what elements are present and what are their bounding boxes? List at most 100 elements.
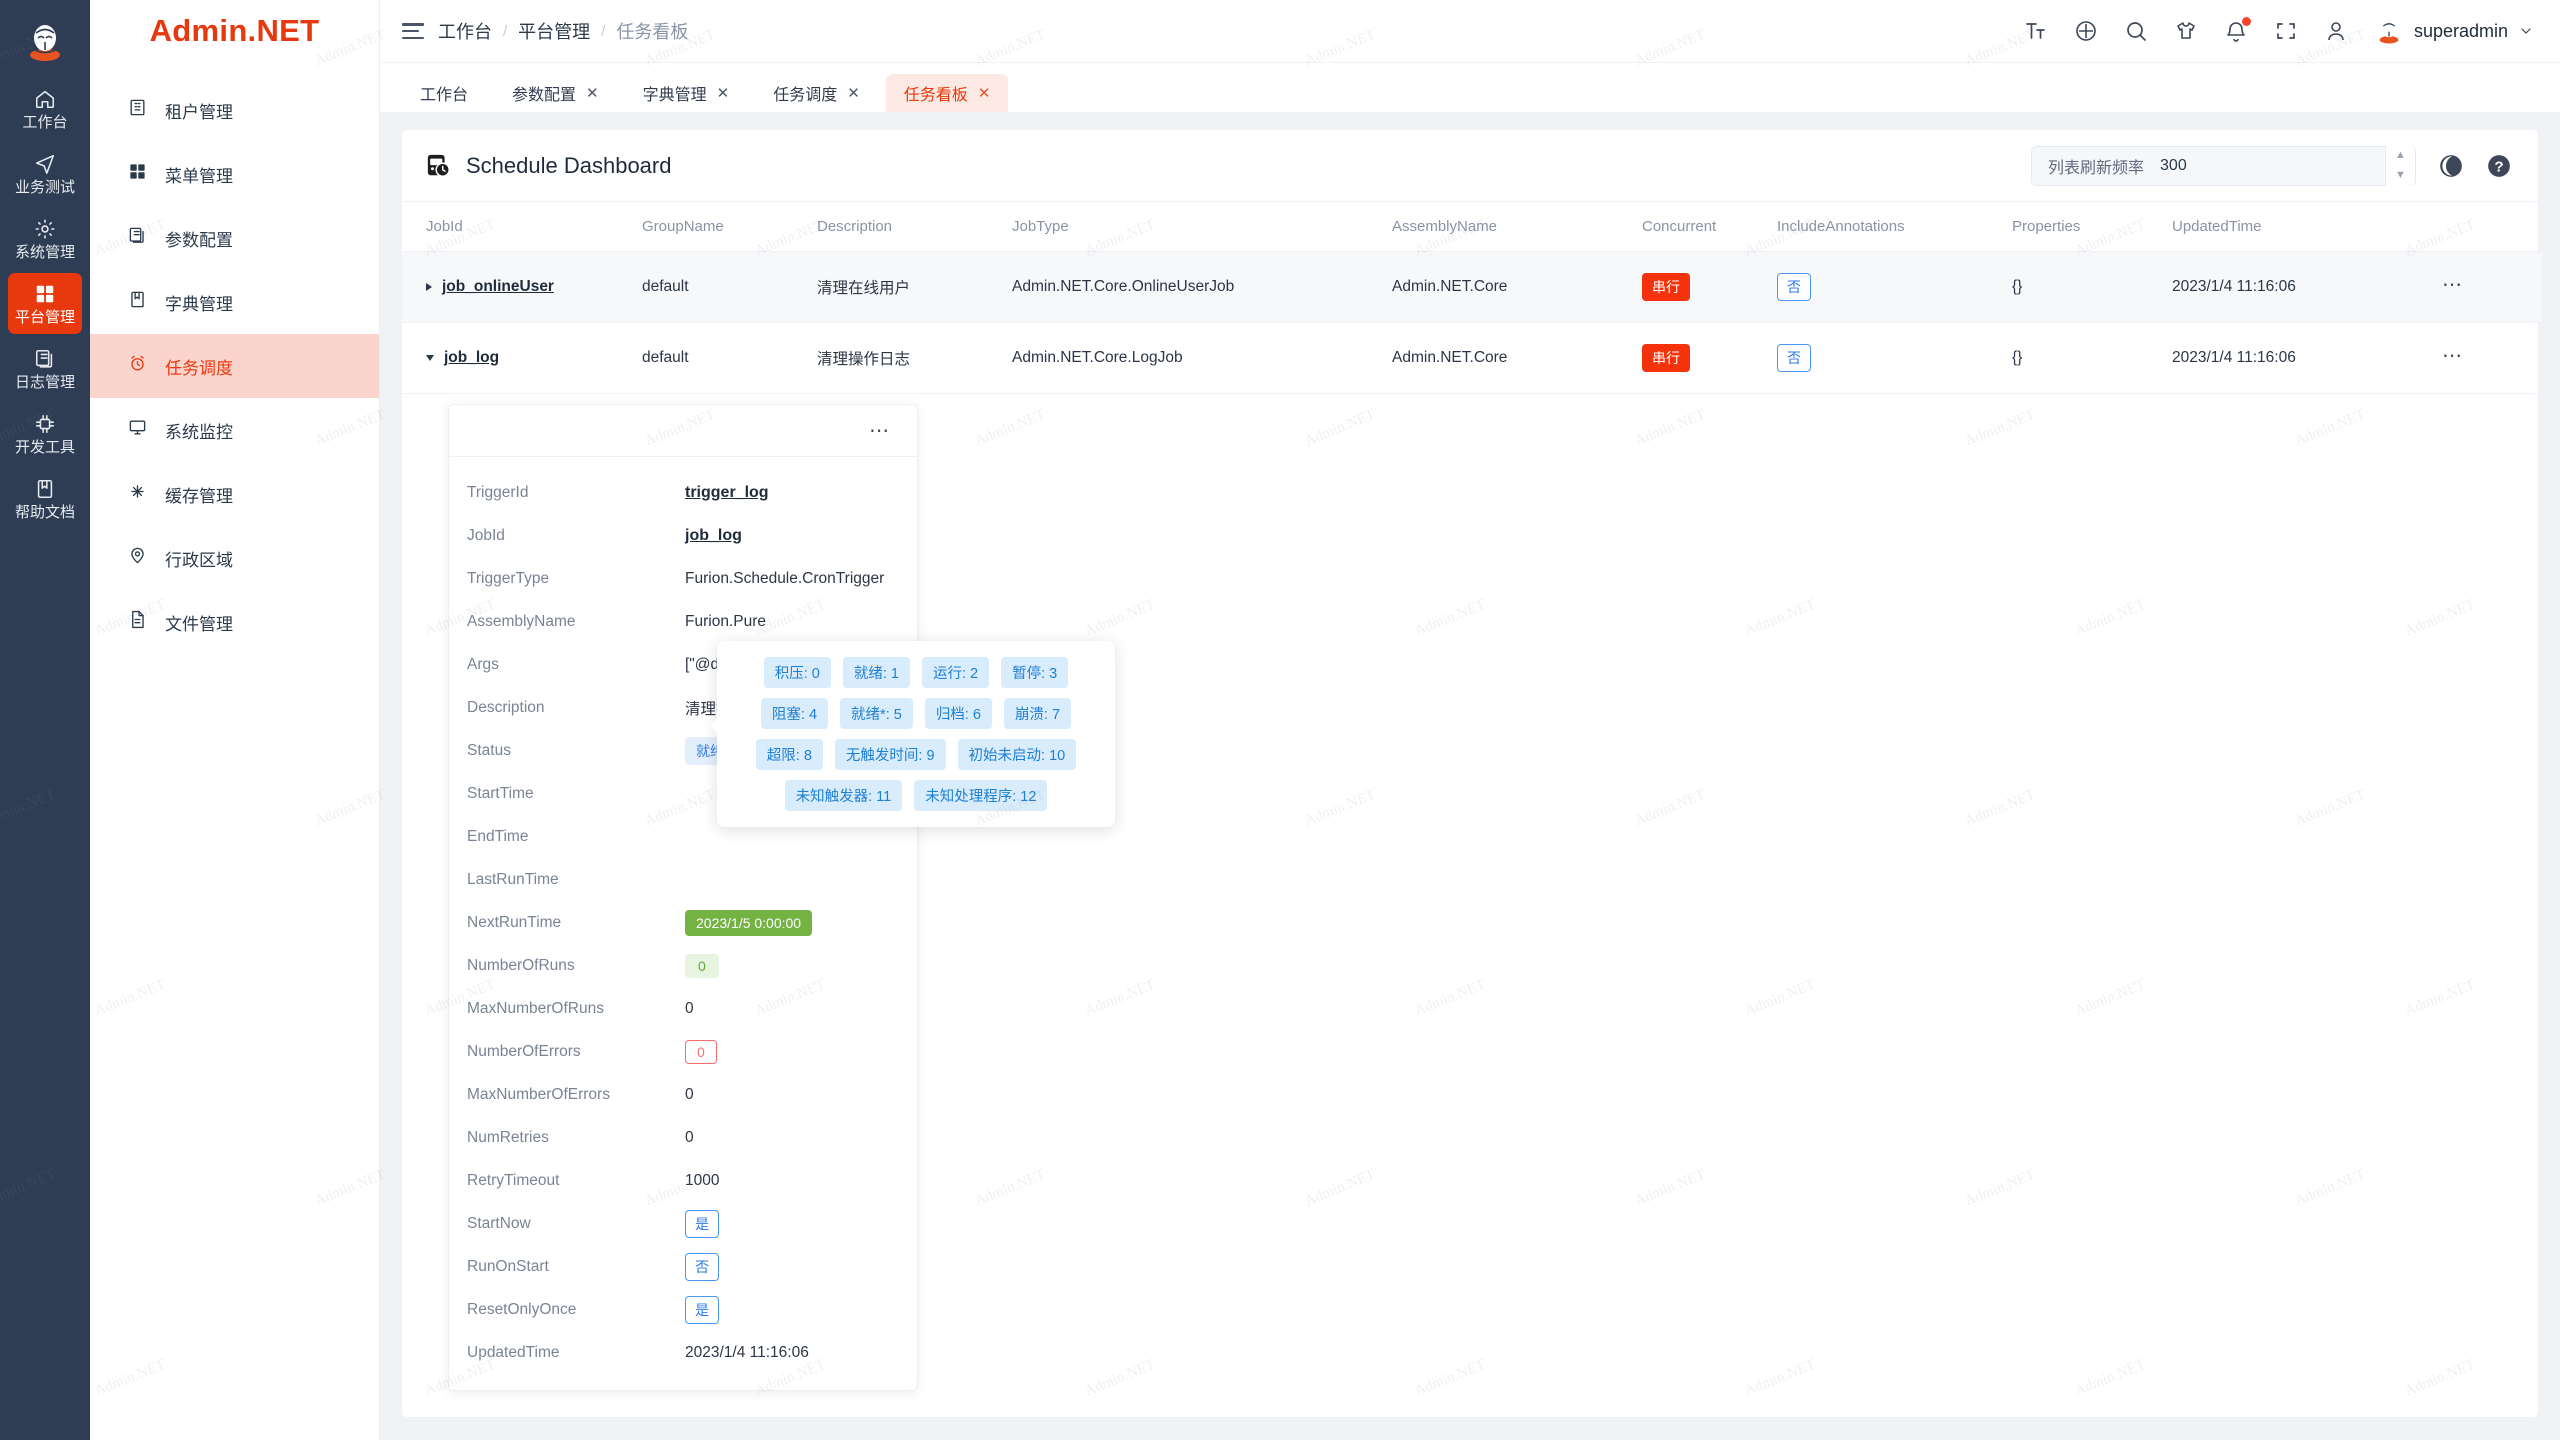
concurrent-badge: 串行 xyxy=(1642,273,1690,301)
table-row[interactable]: job_log default 清理操作日志 Admin.NET.Core.LogJo… xyxy=(402,322,2542,394)
sidebar-item-label: 任务调度 xyxy=(165,358,233,378)
detail-row-NumberOfErrors: NumberOfErrors 0 xyxy=(449,1030,917,1073)
detail-value-badge: 否 xyxy=(685,1252,719,1281)
svg-text:?: ? xyxy=(2494,158,2503,175)
gear-icon xyxy=(34,218,56,240)
tab-close-icon[interactable]: ✕ xyxy=(586,85,599,102)
sparkle-icon xyxy=(128,482,147,506)
rail-item-业务测试[interactable]: 业务测试 xyxy=(8,143,82,204)
sidebar-item-任务调度[interactable]: 任务调度 xyxy=(90,334,379,398)
rail-item-帮助文档[interactable]: 帮助文档 xyxy=(8,468,82,529)
jobid-link[interactable]: job_log xyxy=(444,349,500,366)
tab-工作台[interactable]: 工作台 xyxy=(402,74,486,112)
sidebar-item-菜单管理[interactable]: 菜单管理 xyxy=(90,142,379,206)
status-chip: 未知处理程序: 12 xyxy=(914,780,1048,811)
table-row[interactable]: job_onlineUser default 清理在线用户 Admin.NET.Cor… xyxy=(402,251,2542,323)
detail-value-badge: 0 xyxy=(685,953,719,978)
stepper-up-icon[interactable]: ▲ xyxy=(2395,149,2406,161)
username-label: superadmin xyxy=(2413,20,2508,41)
detail-label: MaxNumberOfRuns xyxy=(467,999,604,1017)
column-header-UpdatedTime: UpdatedTime xyxy=(2172,202,2442,252)
sidebar-item-参数配置[interactable]: 参数配置 xyxy=(90,206,379,270)
rail-item-平台管理[interactable]: 平台管理 xyxy=(8,273,82,334)
menu-collapse-icon[interactable] xyxy=(402,23,424,39)
detail-label: NumberOfRuns xyxy=(467,956,575,974)
tab-close-icon[interactable]: ✕ xyxy=(977,85,991,102)
cell-properties: {} xyxy=(2012,322,2172,394)
search-icon[interactable] xyxy=(2124,19,2148,43)
tab-任务调度[interactable]: 任务调度 ✕ xyxy=(755,74,878,112)
sidebar-item-行政区域[interactable]: 行政区域 xyxy=(90,526,379,590)
shirt-icon[interactable] xyxy=(2174,19,2198,43)
detail-row-ResetOnlyOnce: ResetOnlyOnce 是 xyxy=(449,1288,917,1331)
breadcrumb-item-1[interactable]: 平台管理 xyxy=(518,22,591,42)
tab-任务看板[interactable]: 任务看板 ✕ xyxy=(885,74,1009,112)
column-header-IncludeAnnotations: IncludeAnnotations xyxy=(1777,202,2012,252)
rail-item-label: 平台管理 xyxy=(14,309,75,326)
jobs-table: JobId GroupName Description JobType Assembly… xyxy=(402,202,2542,394)
row-more-actions-icon[interactable]: ⋯ xyxy=(2442,345,2464,367)
globe-icon[interactable] xyxy=(2074,19,2098,43)
tab-close-icon[interactable]: ✕ xyxy=(716,85,730,102)
sidebar-item-租户管理[interactable]: 租户管理 xyxy=(90,78,379,142)
content-area: Schedule Dashboard 列表刷新频率 300 ▲ ▼ xyxy=(380,112,2560,1440)
sidebar-item-系统监控[interactable]: 系统监控 xyxy=(90,398,379,462)
jobs-table-head: JobId GroupName Description JobType Assembly… xyxy=(402,202,2542,252)
tab-字典管理[interactable]: 字典管理 ✕ xyxy=(625,74,748,112)
refresh-frequency-value[interactable]: 300 xyxy=(2160,156,2187,174)
moon-icon[interactable] xyxy=(2438,153,2464,179)
text-size-icon[interactable] xyxy=(2024,19,2048,43)
sidebar-item-文件管理[interactable]: 文件管理 xyxy=(90,590,379,654)
fullscreen-icon[interactable] xyxy=(2274,19,2298,43)
detail-value-badge: 是 xyxy=(685,1295,719,1324)
detail-label: StartTime xyxy=(467,784,534,802)
status-chip: 运行: 2 xyxy=(922,657,990,688)
tab-参数配置[interactable]: 参数配置 ✕ xyxy=(494,74,617,112)
cell-groupname: default xyxy=(642,322,817,394)
status-chip: 未知触发器: 11 xyxy=(784,780,903,811)
column-header-JobType: JobType xyxy=(1012,202,1392,252)
trigger-detail-panel: ⋯ TriggerId trigger_log JobId job_log Trigge… xyxy=(448,404,1115,1391)
user-menu[interactable]: superadmin xyxy=(2374,16,2534,46)
row-expand-toggle-icon[interactable] xyxy=(426,283,432,291)
detail-value-link[interactable]: trigger_log xyxy=(685,483,769,501)
stepper-down-icon[interactable]: ▼ xyxy=(2395,169,2406,181)
detail-value-link[interactable]: job_log xyxy=(685,526,742,544)
detail-row-LastRunTime: LastRunTime xyxy=(449,858,917,901)
detail-label: NumberOfErrors xyxy=(467,1042,581,1060)
rail-item-开发工具[interactable]: 开发工具 xyxy=(8,403,82,464)
number-stepper[interactable]: ▲ ▼ xyxy=(2385,145,2415,186)
breadcrumb: 工作台 / 平台管理 / 任务看板 xyxy=(438,18,688,44)
detail-label: TriggerType xyxy=(467,569,550,587)
rail-item-系统管理[interactable]: 系统管理 xyxy=(8,208,82,269)
breadcrumb-item-2: 任务看板 xyxy=(616,22,689,42)
copy-icon xyxy=(34,348,56,370)
sidebar-item-缓存管理[interactable]: 缓存管理 xyxy=(90,462,379,526)
status-chip: 暂停: 3 xyxy=(1001,657,1069,688)
rail-item-日志管理[interactable]: 日志管理 xyxy=(8,338,82,399)
concurrent-badge: 串行 xyxy=(1642,344,1690,372)
detail-more-actions-icon[interactable]: ⋯ xyxy=(869,419,891,442)
card-header: Schedule Dashboard 列表刷新频率 300 ▲ ▼ xyxy=(402,130,2538,202)
question-circle-icon[interactable]: ? xyxy=(2486,153,2512,179)
status-chip: 崩溃: 7 xyxy=(1003,698,1072,729)
rail-item-工作台[interactable]: 工作台 xyxy=(8,78,82,139)
chevron-down-icon[interactable] xyxy=(2518,23,2534,39)
status-chip: 归档: 6 xyxy=(924,698,992,729)
tab-close-icon[interactable]: ✕ xyxy=(847,85,860,102)
bell-icon[interactable] xyxy=(2224,17,2251,43)
refresh-frequency-input[interactable]: 列表刷新频率 300 ▲ ▼ xyxy=(2031,145,2416,186)
sidebar-item-字典管理[interactable]: 字典管理 xyxy=(90,270,379,334)
breadcrumb-item-0[interactable]: 工作台 xyxy=(438,22,492,42)
user-icon[interactable] xyxy=(2324,19,2348,43)
avatar xyxy=(2374,16,2404,46)
detail-label: EndTime xyxy=(467,827,529,845)
row-expand-toggle-icon[interactable] xyxy=(426,355,434,361)
home-icon xyxy=(34,88,56,110)
map-pin-icon xyxy=(128,546,147,570)
status-chip: 就绪: 1 xyxy=(842,657,910,688)
row-more-actions-icon[interactable]: ⋯ xyxy=(2442,274,2464,296)
sidebar-item-label: 菜单管理 xyxy=(165,166,233,186)
jobid-link[interactable]: job_onlineUser xyxy=(442,278,554,295)
sidebar-item-label: 缓存管理 xyxy=(165,486,233,506)
